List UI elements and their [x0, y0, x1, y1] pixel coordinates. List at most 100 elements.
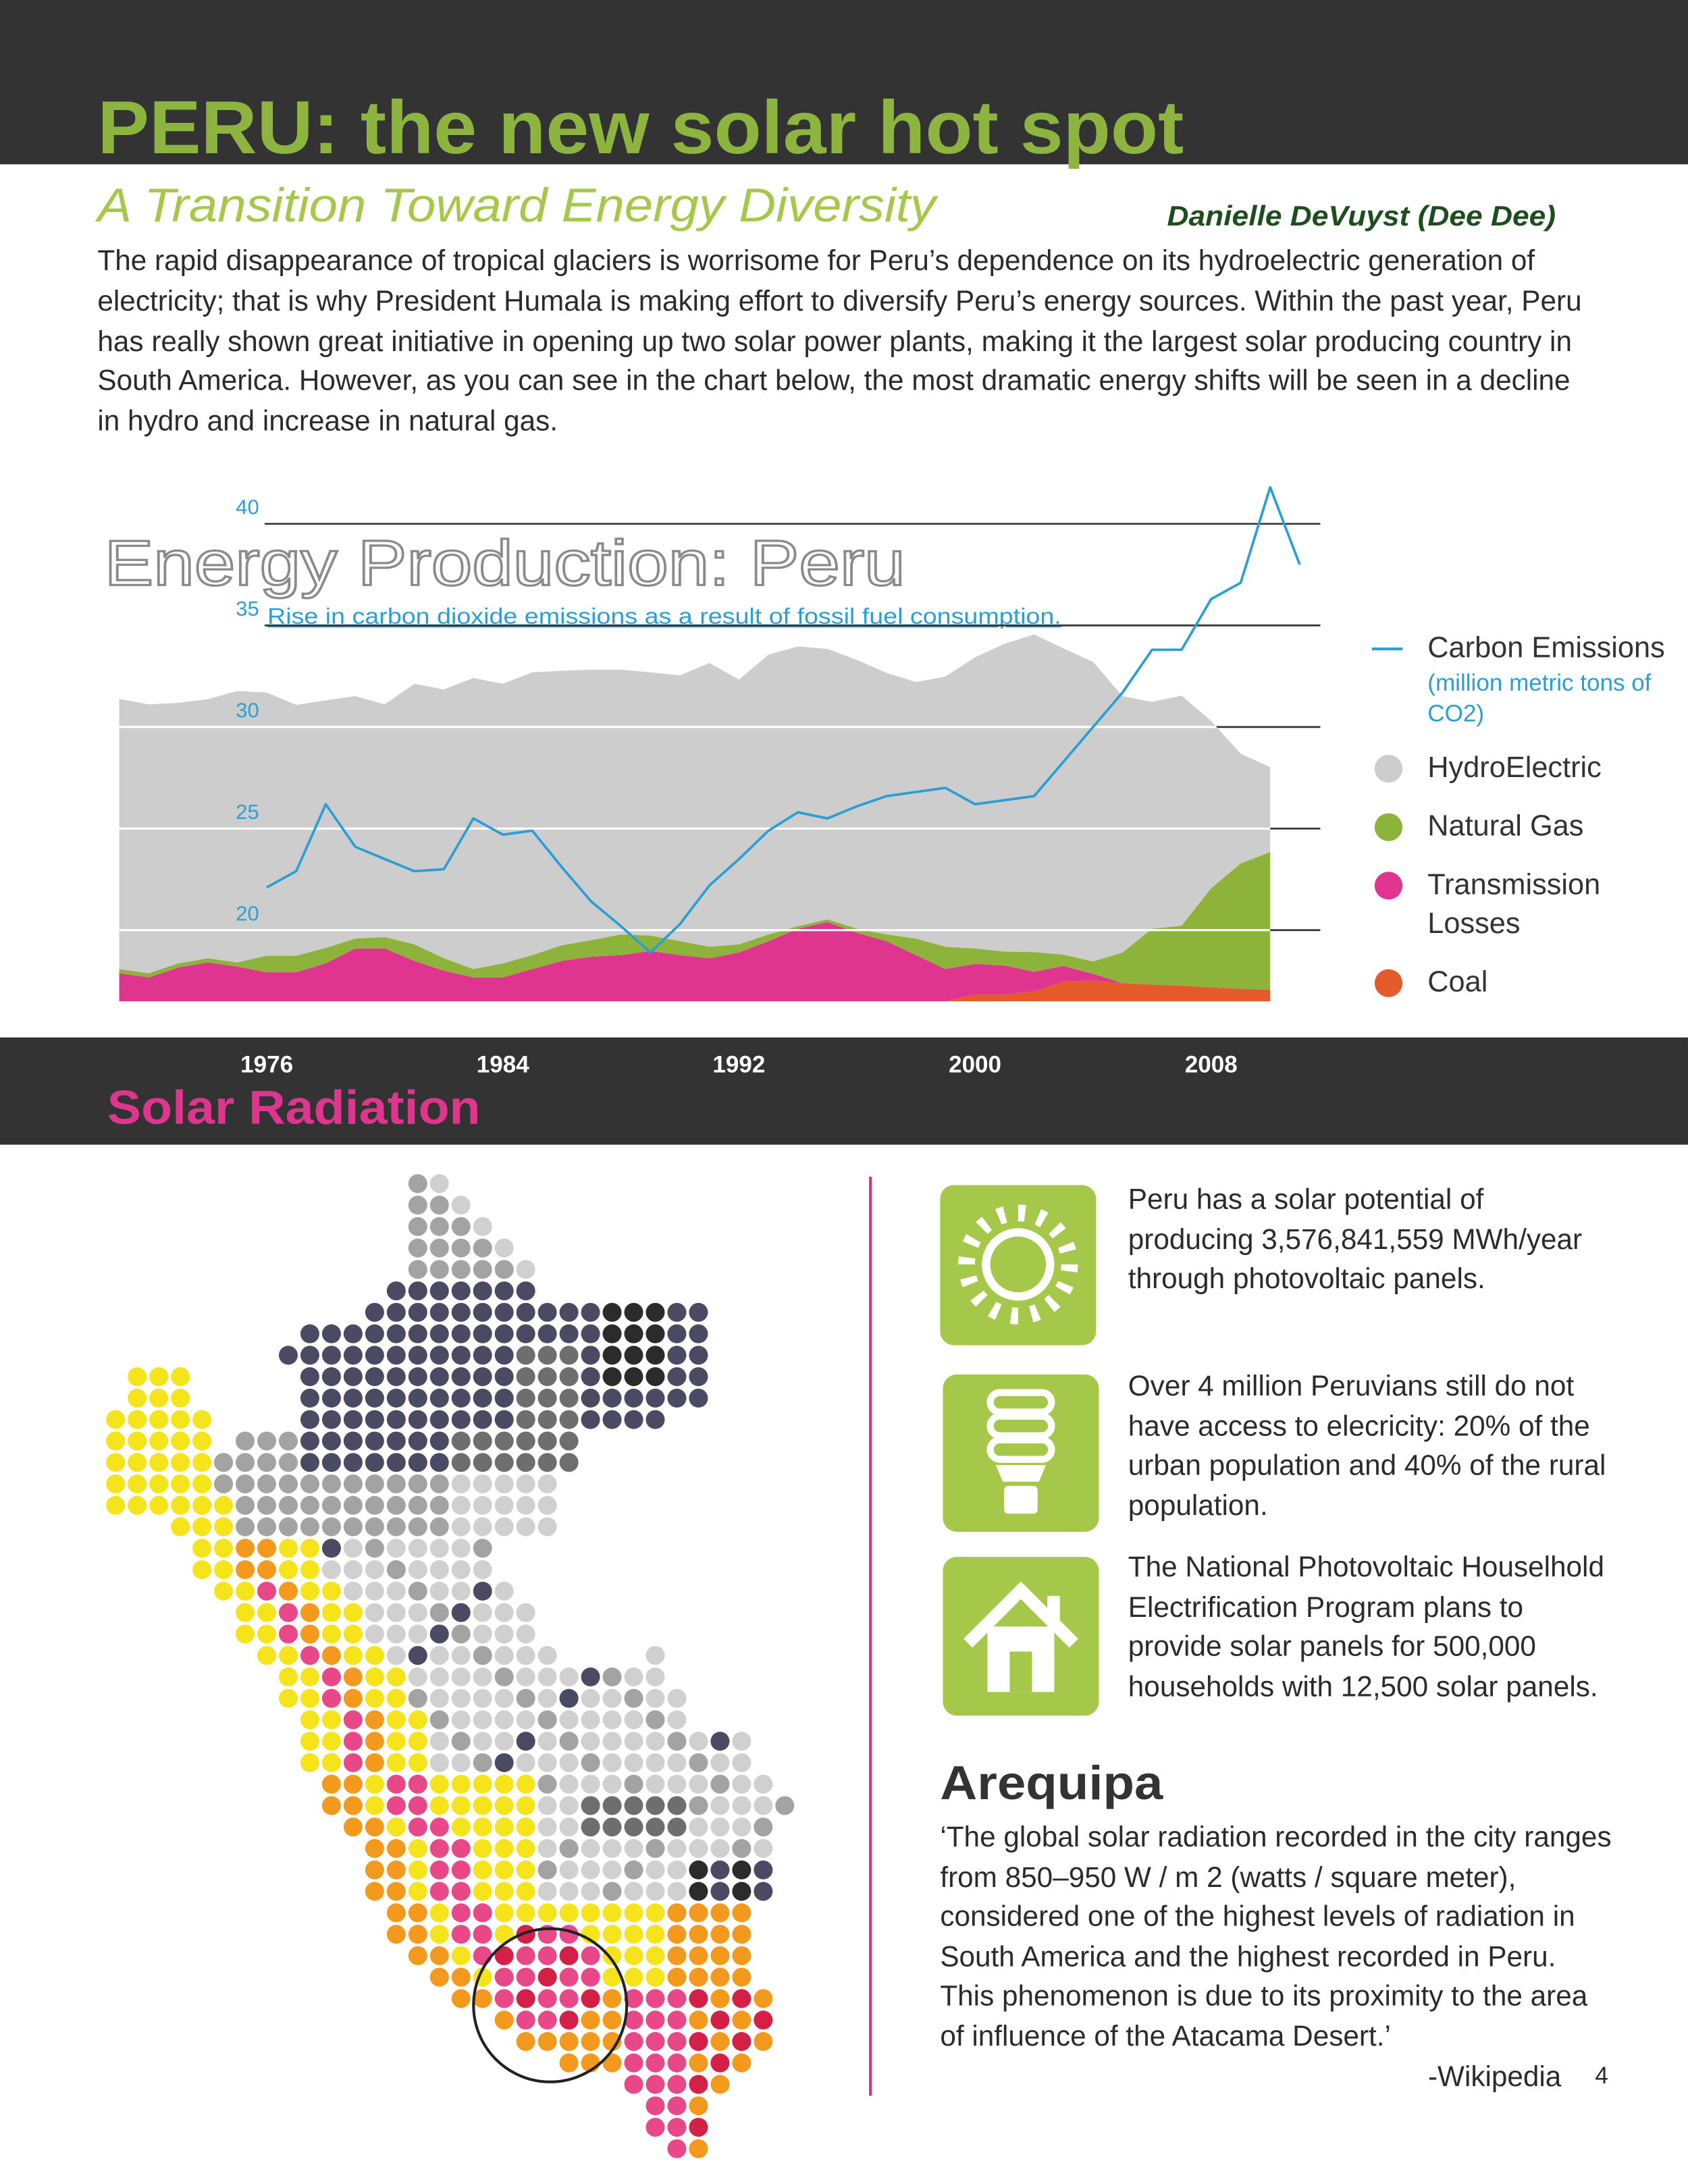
- map-dot: [559, 1753, 579, 1772]
- map-dot: [300, 1410, 319, 1429]
- map-dot: [278, 1539, 298, 1558]
- map-dot: [667, 2010, 687, 2030]
- map-dot: [473, 1431, 492, 1451]
- map-dot: [667, 1753, 687, 1772]
- map-dot: [494, 1410, 514, 1429]
- map-dot: [408, 1646, 427, 1666]
- map-dot: [408, 1667, 427, 1686]
- map-dot: [516, 1367, 535, 1387]
- map-dot: [365, 1324, 384, 1343]
- map-dot: [754, 1817, 773, 1837]
- map-dot: [537, 1946, 557, 1965]
- map-dot: [408, 1710, 427, 1730]
- map-dot: [386, 1667, 406, 1686]
- map-dot: [710, 1925, 730, 1944]
- map-dot: [408, 1431, 427, 1451]
- map-dot: [602, 1667, 622, 1686]
- map-dot: [667, 1817, 687, 1837]
- map-dot: [689, 2139, 708, 2158]
- map-dot: [624, 1753, 643, 1772]
- map-dot: [321, 1603, 341, 1622]
- page-subtitle: A Transition Toward Energy Diversity: [95, 179, 939, 232]
- map-dot: [321, 1624, 341, 1644]
- map-dot: [171, 1517, 190, 1537]
- map-dot: [516, 1431, 535, 1451]
- map-dot: [236, 1539, 255, 1558]
- map-dot: [278, 1431, 298, 1451]
- map-dot: [667, 2075, 687, 2094]
- map-dot: [451, 1281, 471, 1301]
- map-dot: [300, 1453, 319, 1472]
- map-dot: [451, 1367, 471, 1387]
- map-dot: [408, 1238, 427, 1258]
- legend-item: Transmission Losses: [1372, 866, 1685, 944]
- map-dot: [667, 1839, 687, 1859]
- map-dot: [516, 1967, 535, 1987]
- map-dot: [429, 1388, 449, 1408]
- bulb-coil: [986, 1436, 1055, 1463]
- map-dot: [429, 1324, 449, 1343]
- map-dot: [128, 1495, 147, 1515]
- map-dot: [429, 1732, 449, 1751]
- map-dot: [494, 1925, 514, 1944]
- map-dot: [537, 1710, 557, 1730]
- map-dot: [343, 1367, 363, 1387]
- map-dot: [386, 1646, 406, 1666]
- map-dot: [689, 1839, 708, 1859]
- map-dot: [429, 1860, 449, 1880]
- map-dot: [321, 1774, 341, 1794]
- map-dot: [645, 2075, 665, 2094]
- legend-item: Coal: [1372, 963, 1685, 1003]
- map-dot: [689, 1882, 708, 1901]
- map-dot: [473, 1774, 492, 1794]
- map-dot: [689, 1367, 708, 1387]
- map-dot: [516, 1860, 535, 1880]
- map-dot: [645, 2096, 665, 2116]
- map-dot: [365, 1453, 384, 1472]
- bulb-neck: [995, 1464, 1047, 1482]
- map-dot: [192, 1410, 212, 1429]
- section-title: Solar Radiation: [107, 1082, 481, 1134]
- fact-text: The National Photovoltaic Houselhold Ele…: [1128, 1551, 1604, 1703]
- map-dot: [667, 1860, 687, 1880]
- legend-text: HydroElectric: [1427, 749, 1685, 789]
- map-dot: [732, 2053, 751, 2073]
- map-dot: [559, 1882, 579, 1901]
- map-dot: [365, 1367, 384, 1387]
- author: Danielle DeVuyst (Dee Dee): [1167, 201, 1556, 232]
- map-dot: [386, 1732, 406, 1751]
- map-dot: [321, 1346, 341, 1365]
- bulb-icon: [943, 1374, 1099, 1532]
- map-dot: [624, 1367, 643, 1387]
- map-dot: [494, 1839, 514, 1859]
- y-tick-label: 20: [236, 901, 259, 925]
- map-dot: [343, 1732, 363, 1751]
- map-dot: [559, 1710, 579, 1730]
- map-dot: [343, 1753, 363, 1772]
- map-dot: [559, 1967, 579, 1987]
- map-dot: [581, 1302, 600, 1322]
- map-dot: [602, 1925, 622, 1944]
- map-dot: [667, 1774, 687, 1794]
- map-dot: [602, 1410, 622, 1429]
- map-dot: [365, 1517, 384, 1537]
- map-dot: [732, 2010, 751, 2030]
- map-dot: [408, 1817, 427, 1837]
- house-roof: [964, 1581, 1078, 1648]
- map-dot: [408, 1839, 427, 1859]
- map-dot: [559, 1903, 579, 1923]
- map-dot: [624, 2010, 643, 2030]
- map-dot: [321, 1667, 341, 1686]
- map-dot: [516, 1946, 535, 1965]
- map-dot: [473, 1260, 492, 1279]
- map-dot: [386, 1688, 406, 1708]
- map-dot: [451, 1346, 471, 1365]
- map-dot: [516, 1925, 535, 1944]
- map-dot: [451, 1495, 471, 1515]
- mid-band: [0, 1037, 1688, 1145]
- map-dot: [537, 1860, 557, 1880]
- map-dot: [451, 1732, 471, 1751]
- map-dot: [516, 1324, 535, 1343]
- map-dot: [300, 1346, 319, 1365]
